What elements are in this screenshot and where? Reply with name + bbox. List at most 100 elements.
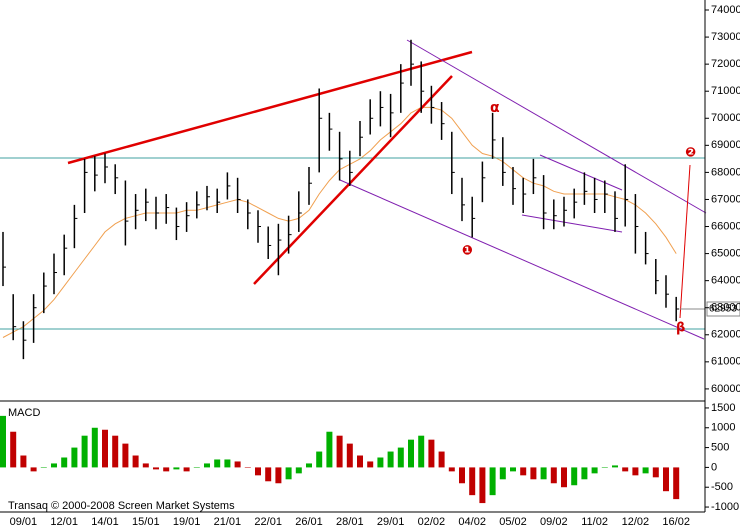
macd-bar — [346, 443, 353, 468]
x-tick-label: 05/02 — [499, 516, 527, 528]
footer: Transaq © 2000-2008 Screen Market System… — [8, 500, 235, 512]
macd-bar — [561, 467, 567, 488]
y-tick-label: 1000 — [711, 422, 735, 434]
macd-bar — [275, 467, 282, 484]
macd-bar — [652, 467, 659, 478]
macd-bar — [153, 467, 159, 470]
macd-bar — [102, 429, 108, 468]
macd-bar — [550, 467, 557, 484]
macd-bar — [142, 463, 149, 468]
macd-bar — [673, 467, 680, 500]
macd-bar — [193, 467, 200, 468]
macd-bar — [489, 467, 496, 496]
macd-bar — [571, 467, 578, 486]
macd-bar — [316, 451, 323, 468]
macd-bar — [285, 467, 292, 480]
macd-bar — [81, 435, 88, 468]
y-tick-label: 63000 — [711, 302, 740, 314]
channel-line — [539, 154, 623, 191]
macd-bar — [336, 435, 343, 468]
macd-bar — [428, 439, 435, 468]
macd-bar — [204, 463, 210, 468]
y-tick-label: 70000 — [711, 112, 740, 124]
x-tick-label: 02/02 — [418, 516, 446, 528]
x-tick-label: 15/01 — [132, 516, 160, 528]
macd-bar — [61, 457, 68, 468]
y-tick-label: -500 — [711, 481, 733, 493]
panel-title: MACD — [8, 407, 40, 419]
x-tick-label: 09/01 — [10, 516, 38, 528]
macd-bar — [173, 467, 180, 470]
annotation: α — [490, 100, 500, 116]
x-tick-label: 12/01 — [50, 516, 78, 528]
x-tick-label: 09/02 — [540, 516, 568, 528]
macd-bar — [540, 467, 547, 480]
macd-bar — [367, 461, 374, 468]
macd-bar — [295, 467, 302, 474]
x-tick-label: 21/01 — [214, 516, 242, 528]
channel-line — [406, 39, 707, 214]
x-tick-label: 04/02 — [458, 516, 486, 528]
y-tick-label: 0 — [711, 461, 717, 473]
macd-bar — [499, 467, 506, 480]
macd-bar — [71, 447, 78, 468]
macd-bar — [40, 467, 47, 468]
y-tick-label: 64000 — [711, 275, 740, 287]
macd-bar — [244, 467, 251, 468]
macd-bar — [326, 431, 333, 468]
y-tick-label: 71000 — [711, 85, 740, 97]
macd-bar — [255, 467, 261, 476]
x-tick-label: 19/01 — [173, 516, 201, 528]
y-tick-label: 74000 — [711, 4, 740, 16]
macd-bar — [306, 463, 312, 468]
y-tick-label: 72000 — [711, 58, 740, 70]
annotation: β — [676, 321, 685, 336]
macd-bar — [357, 455, 363, 468]
trend-line — [253, 75, 453, 285]
macd-bar — [448, 467, 455, 472]
y-tick-label: -1000 — [711, 501, 739, 513]
macd-bar — [601, 467, 608, 468]
macd-bar — [234, 461, 241, 468]
macd-bar — [591, 467, 598, 474]
macd-bar — [642, 467, 649, 474]
macd-bar — [438, 451, 445, 468]
x-tick-label: 29/01 — [377, 516, 405, 528]
macd-bar — [122, 443, 129, 468]
macd-bar — [397, 447, 404, 468]
macd-bar — [581, 467, 588, 480]
annotation: ❷ — [685, 146, 696, 161]
macd-bar — [520, 467, 527, 476]
macd-bar — [132, 455, 139, 468]
macd-bar — [632, 467, 639, 476]
x-tick-label: 12/02 — [622, 516, 650, 528]
x-tick-label: 28/01 — [336, 516, 364, 528]
macd-bar — [163, 467, 170, 472]
macd-bar — [408, 439, 414, 468]
y-tick-label: 61000 — [711, 356, 740, 368]
macd-bar — [183, 467, 190, 472]
macd-bar — [91, 427, 98, 468]
macd-bar — [530, 467, 537, 480]
macd-bar — [214, 459, 221, 468]
macd-bar — [10, 431, 17, 468]
macd-bar — [0, 415, 6, 468]
macd-bar — [612, 465, 618, 468]
x-tick-label: 14/01 — [91, 516, 119, 528]
macd-bar — [387, 451, 394, 468]
y-tick-label: 60000 — [711, 383, 740, 395]
x-tick-label: 26/01 — [295, 516, 323, 528]
trend-line — [67, 50, 473, 165]
macd-bar — [377, 457, 384, 468]
macd-bar — [265, 467, 272, 482]
x-tick-label: 16/02 — [662, 516, 690, 528]
y-tick-label: 62000 — [711, 329, 740, 341]
y-tick-label: 68000 — [711, 166, 740, 178]
channel-line — [339, 179, 705, 340]
y-tick-label: 1500 — [711, 402, 735, 414]
macd-bar — [20, 455, 27, 468]
x-tick-label: 22/01 — [254, 516, 282, 528]
projection-line — [679, 164, 691, 319]
y-tick-label: 69000 — [711, 139, 740, 151]
